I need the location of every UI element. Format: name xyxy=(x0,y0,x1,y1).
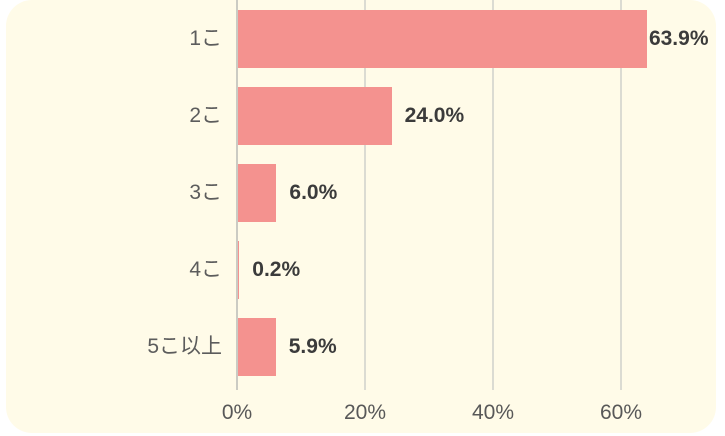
value-label: 24.0% xyxy=(404,104,465,128)
category-label: 3こ xyxy=(189,181,222,204)
value-label: 5.9% xyxy=(288,334,337,358)
category-label: 1こ xyxy=(189,27,222,51)
category-label: 2こ xyxy=(189,104,222,128)
gridline-40% xyxy=(492,0,494,390)
x-tick-label: 60% xyxy=(599,401,643,424)
bar xyxy=(238,240,240,299)
gridline-20% xyxy=(364,0,366,390)
y-axis-line xyxy=(236,0,238,390)
bar xyxy=(238,317,276,376)
chart-card-background xyxy=(6,0,716,433)
value-label: 6.0% xyxy=(289,181,338,204)
x-tick-label: 40% xyxy=(471,401,515,424)
value-label: 0.2% xyxy=(252,257,301,281)
x-tick-label: 20% xyxy=(343,401,387,424)
value-label: 63.9% xyxy=(648,27,709,51)
category-label: 4こ xyxy=(189,257,222,281)
x-tick-label: 0% xyxy=(221,401,253,424)
gridline-60% xyxy=(620,0,622,390)
category-label: 5こ以上 xyxy=(147,334,222,358)
bar xyxy=(238,164,277,222)
bar xyxy=(238,87,392,146)
bar xyxy=(238,10,647,69)
